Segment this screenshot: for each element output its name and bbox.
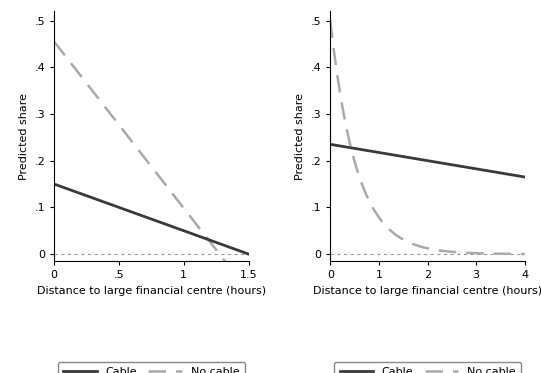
Legend: Cable, No cable: Cable, No cable	[334, 361, 521, 373]
Legend: Cable, No cable: Cable, No cable	[58, 361, 245, 373]
Y-axis label: Predicted share: Predicted share	[19, 93, 29, 180]
X-axis label: Distance to large financial centre (hours): Distance to large financial centre (hour…	[313, 286, 541, 296]
Y-axis label: Predicted share: Predicted share	[295, 93, 305, 180]
X-axis label: Distance to large financial centre (hours): Distance to large financial centre (hour…	[37, 286, 266, 296]
